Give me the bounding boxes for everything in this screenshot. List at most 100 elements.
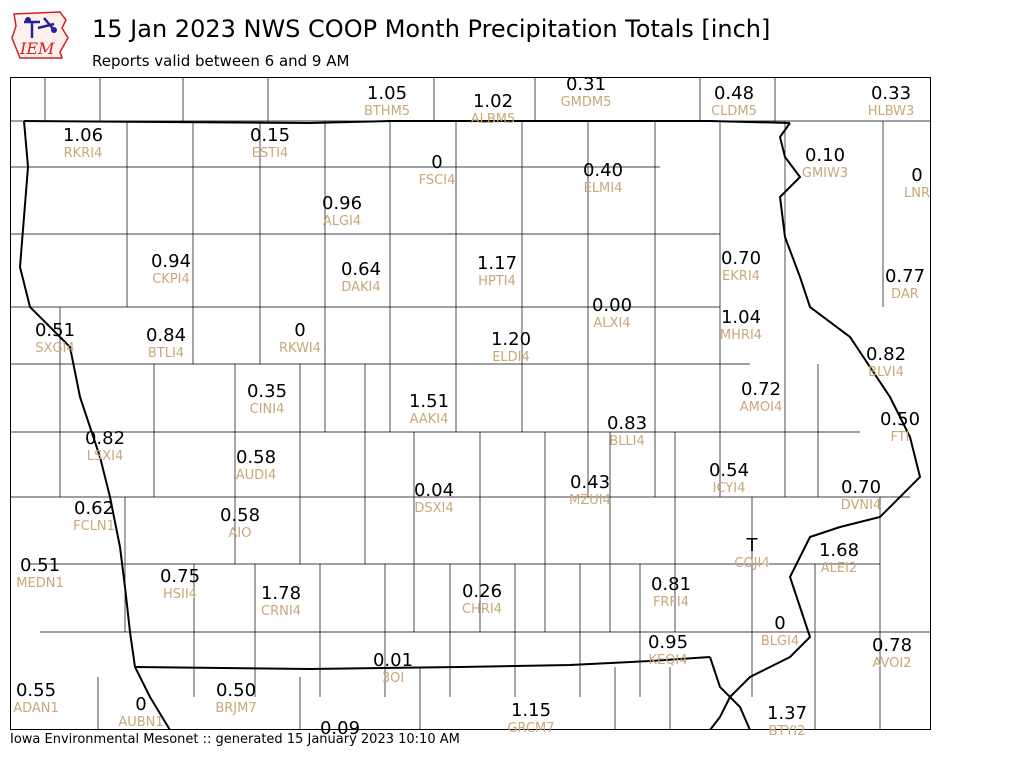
station-value: 0.94 bbox=[150, 251, 192, 272]
station-plot: 1.04 MHRI4 bbox=[719, 307, 763, 344]
station-plot: 0.54 ICYI4 bbox=[708, 460, 750, 497]
station-id: ALBM5 bbox=[470, 112, 516, 127]
station-id: ICYI4 bbox=[712, 481, 746, 496]
station-value: 0.64 bbox=[340, 259, 382, 280]
station-value: 0.43 bbox=[569, 472, 611, 493]
station-plot: 0.15 ESTI4 bbox=[249, 125, 291, 162]
station-value: 0.15 bbox=[249, 125, 291, 146]
station-id: CINI4 bbox=[249, 402, 285, 417]
station-value: 0 bbox=[135, 694, 147, 715]
station-id: DVNI4 bbox=[840, 498, 882, 513]
station-plot: 0.82 LSXI4 bbox=[85, 429, 125, 465]
station-id: FSCI4 bbox=[418, 173, 456, 188]
station-plot: 0.04 DSXI4 bbox=[413, 480, 455, 517]
station-value: 1.17 bbox=[476, 253, 518, 274]
station-value: 0 bbox=[774, 613, 786, 634]
station-value: 1.04 bbox=[720, 307, 762, 328]
station-id: COJI4 bbox=[734, 556, 770, 571]
station-plot: 0.70 DVNI4 bbox=[840, 477, 882, 514]
station-plot: 0.72 AMOI4 bbox=[739, 379, 783, 416]
footer-credit: Iowa Environmental Mesonet :: generated … bbox=[10, 732, 460, 747]
station-id: RKWI4 bbox=[278, 341, 322, 356]
iem-logo: IEM bbox=[10, 8, 74, 62]
station-value: 0.26 bbox=[461, 581, 503, 602]
station-id: BLVI4 bbox=[868, 365, 904, 380]
station-plot: 0.81 FRFI4 bbox=[651, 575, 691, 611]
station-plot: 0.62 FCLN1 bbox=[73, 498, 115, 535]
station-value: 0.83 bbox=[606, 413, 648, 434]
station-value: 0.95 bbox=[647, 632, 689, 653]
logo-text: IEM bbox=[19, 39, 55, 58]
station-value: 1.78 bbox=[260, 583, 302, 604]
station-id: GMDM5 bbox=[560, 95, 612, 110]
station-plot: 0.51 SXGI4 bbox=[35, 321, 75, 357]
precipitation-map: 1.05 BTHM5 1.02 ALBM5 0.31 GMDM5 0.48 CLDM5 0.33… bbox=[10, 75, 931, 739]
station-id: DSXI4 bbox=[414, 501, 454, 516]
station-plot: 1.17 HPTI4 bbox=[476, 253, 518, 290]
station-id: EKRI4 bbox=[722, 269, 760, 284]
station-value: 0.84 bbox=[145, 325, 187, 346]
station-id: CKPI4 bbox=[152, 272, 190, 287]
station-value: 0.72 bbox=[740, 379, 782, 400]
station-plot: 0 AUBN1 bbox=[118, 694, 163, 731]
page-subtitle: Reports valid between 6 and 9 AM bbox=[92, 52, 350, 70]
station-plot: 1.15 GRCM7 bbox=[507, 700, 555, 737]
station-id: GRCM7 bbox=[507, 721, 555, 736]
station-id: BLGI4 bbox=[760, 634, 800, 649]
station-plot: 0.31 GMDM5 bbox=[560, 75, 612, 111]
station-value: 0.70 bbox=[840, 477, 882, 498]
station-plot: 0 LNR bbox=[904, 165, 930, 202]
station-value: 0 bbox=[431, 152, 443, 173]
station-value: 1.51 bbox=[408, 391, 450, 412]
station-value: 0.09 bbox=[319, 718, 361, 739]
station-id: HLBW3 bbox=[867, 104, 915, 119]
station-value: 1.15 bbox=[510, 700, 552, 721]
station-plot: 0.70 EKRI4 bbox=[721, 249, 761, 285]
station-value: 0.33 bbox=[870, 83, 912, 104]
station-id: RKRI4 bbox=[63, 146, 103, 161]
station-id: BLLI4 bbox=[609, 434, 645, 449]
station-value: 0.04 bbox=[413, 480, 455, 501]
station-plot: 0.64 DAKI4 bbox=[340, 259, 382, 296]
station-value: 0.96 bbox=[321, 193, 363, 214]
station-id: BTHM5 bbox=[363, 104, 411, 119]
station-plot: 0.35 CINI4 bbox=[247, 382, 287, 418]
station-plot: 0.00 ALXI4 bbox=[591, 295, 633, 332]
station-value: 0 bbox=[911, 165, 923, 186]
station-value: 0.62 bbox=[73, 498, 115, 519]
station-plot: 1.02 ALBM5 bbox=[470, 92, 516, 128]
station-id: KEQI4 bbox=[648, 653, 688, 668]
station-plot: T COJI4 bbox=[734, 536, 770, 572]
station-plot: 0.95 KEQI4 bbox=[647, 632, 689, 669]
station-plot: 0.77 DAR bbox=[885, 267, 925, 303]
station-id: MHRI4 bbox=[719, 328, 763, 343]
station-id: BTYI2 bbox=[768, 724, 806, 739]
station-plot: 1.51 AAKI4 bbox=[408, 391, 450, 428]
station-plot: 1.37 BTYI2 bbox=[767, 704, 807, 740]
station-value: 0.78 bbox=[871, 635, 913, 656]
station-value: 0.00 bbox=[591, 295, 633, 316]
station-plot: 0.33 HLBW3 bbox=[867, 83, 915, 120]
station-id: AMOI4 bbox=[739, 400, 783, 415]
station-plot: 0.48 CLDM5 bbox=[711, 84, 757, 120]
station-value: 1.20 bbox=[490, 329, 532, 350]
station-plot: 0.43 MZUI4 bbox=[569, 472, 611, 509]
station-id: SXGI4 bbox=[35, 341, 75, 356]
station-plot: 1.05 BTHM5 bbox=[363, 84, 411, 120]
station-plot: 0.84 BTLI4 bbox=[145, 325, 187, 362]
station-id: 3OI bbox=[381, 671, 405, 686]
station-plot: 0.26 CHRI4 bbox=[461, 581, 503, 618]
station-id: ALXI4 bbox=[593, 316, 631, 331]
station-id: ALGI4 bbox=[322, 214, 362, 229]
station-value: 0.40 bbox=[582, 160, 624, 181]
station-value: 0.55 bbox=[15, 680, 57, 701]
station-value: 0.58 bbox=[235, 447, 277, 468]
station-plot: 0.82 BLVI4 bbox=[866, 345, 906, 381]
station-plot: 0.55 ADAN1 bbox=[13, 680, 59, 717]
station-plot: 0.10 GMIW3 bbox=[802, 146, 848, 182]
station-value: 0.54 bbox=[708, 460, 750, 481]
station-id: FTI bbox=[890, 430, 910, 445]
station-plot: 1.68 ALEI2 bbox=[819, 541, 859, 577]
station-plot: 0.40 ELMI4 bbox=[582, 160, 624, 197]
station-id: BRJM7 bbox=[215, 701, 257, 716]
